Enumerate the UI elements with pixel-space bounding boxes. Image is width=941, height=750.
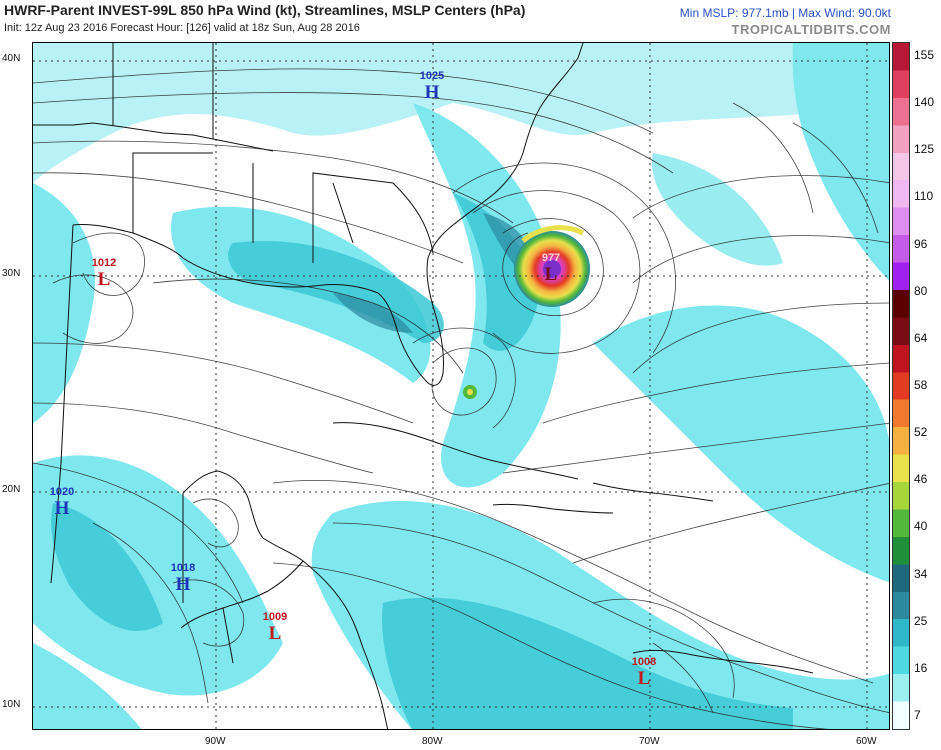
- hurricane-core: [514, 225, 590, 307]
- pressure-center-value: 977: [541, 252, 561, 264]
- colorbar-tick-label: 155: [914, 48, 935, 62]
- wind-speed-colorbar: [892, 42, 910, 730]
- lon-label-90w: 90W: [205, 736, 226, 747]
- pressure-center-value: 1012: [91, 257, 117, 269]
- small-storm-core: [463, 385, 477, 399]
- low-pressure-marker: L: [544, 264, 558, 285]
- colorbar-tick-label: 7: [914, 708, 921, 722]
- gridlines: [33, 43, 889, 729]
- lat-label-10n: 10N: [2, 699, 21, 710]
- pressure-center-value: 1008: [631, 656, 657, 668]
- site-brand: TROPICALTIDBITS.COM: [731, 22, 891, 37]
- colorbar-tick-label: 64: [914, 330, 928, 345]
- high-pressure-marker: H: [54, 498, 70, 519]
- lat-label-40n: 40N: [2, 53, 21, 64]
- colorbar-tick-label: 80: [914, 283, 928, 298]
- pressure-center-value: 1025: [419, 70, 445, 82]
- colorbar-tick-label: 25: [914, 613, 928, 628]
- lon-label-60w: 60W: [856, 736, 877, 747]
- pressure-center-value: 1018: [170, 562, 196, 574]
- colorbar-tick-label: 52: [914, 425, 928, 440]
- colorbar-tick-label: 34: [914, 566, 928, 581]
- colorbar-tick-label: 58: [914, 378, 928, 392]
- pressure-center-value: 1020: [49, 486, 75, 498]
- colorbar-tick-label: 140: [914, 95, 935, 110]
- high-pressure-marker: H: [175, 574, 191, 595]
- colorbar-tick-label: 16: [914, 660, 928, 675]
- streamlines: [33, 68, 889, 729]
- low-pressure-marker: L: [268, 623, 282, 644]
- colorbar-tick-label: 110: [914, 189, 934, 204]
- lat-label-30n: 30N: [2, 268, 21, 279]
- lon-label-70w: 70W: [639, 736, 660, 747]
- wind-map: [32, 42, 890, 730]
- low-pressure-marker: L: [97, 269, 111, 290]
- colorbar-tick-label: 46: [914, 472, 928, 487]
- chart-title: HWRF-Parent INVEST-99L 850 hPa Wind (kt)…: [4, 2, 526, 18]
- pressure-center-value: 1009: [262, 611, 288, 623]
- forecast-info: Init: 12z Aug 23 2016 Forecast Hour: [12…: [4, 22, 360, 34]
- lat-label-20n: 20N: [2, 484, 21, 495]
- colorbar-tick-label: 125: [914, 142, 935, 157]
- colorbar-tick-label: 40: [914, 519, 928, 534]
- low-pressure-marker: L: [637, 668, 651, 689]
- colorbar-tick-label: 96: [914, 236, 928, 251]
- map-canvas: [33, 43, 889, 729]
- high-pressure-marker: H: [424, 82, 440, 103]
- min-mslp-max-wind-readout: Min MSLP: 977.1mb | Max Wind: 90.0kt: [679, 6, 891, 20]
- lon-label-80w: 80W: [422, 736, 443, 747]
